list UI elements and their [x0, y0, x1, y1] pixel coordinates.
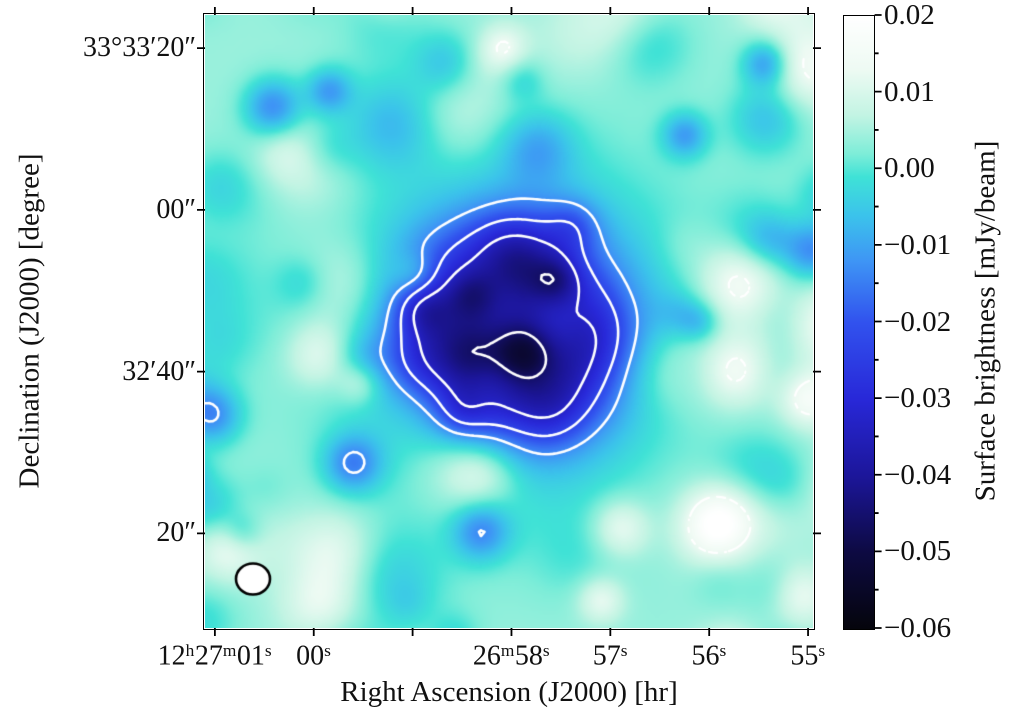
colorbar [843, 15, 875, 630]
y-tick-label: 32′40″ [122, 355, 196, 387]
y-tick-label: 00″ [156, 193, 196, 225]
x-tick-label: 12h27m01s [157, 640, 273, 672]
superscript: s [620, 641, 628, 660]
colorbar-tick-label: −0.01 [884, 228, 952, 261]
x-tick-label: 57s [592, 640, 628, 672]
x-tick-label: 00s [296, 640, 332, 672]
y-tick-label: 33°33′20″ [83, 32, 196, 64]
colorbar-tick-label: 0.01 [884, 75, 935, 108]
superscript: s [264, 641, 273, 660]
x-tick-label: 56s [691, 640, 727, 672]
colorbar-tick-label: −0.05 [884, 535, 952, 568]
superscript: m [500, 641, 515, 660]
x-axis-title: Right Ascension (J2000) [hr] [340, 676, 678, 708]
superscript: h [185, 641, 195, 660]
superscript: m [222, 641, 237, 660]
superscript: s [818, 641, 826, 660]
superscript: s [719, 641, 727, 660]
colorbar-tick-label: −0.03 [884, 382, 952, 415]
colorbar-tick-label: −0.06 [884, 612, 952, 644]
x-tick-label: 26m58s [472, 640, 551, 672]
colorbar-title: Surface brightness [mJy/beam] [969, 140, 1002, 502]
superscript: s [542, 641, 551, 660]
sky-map-canvas [205, 15, 813, 628]
y-tick-label: 20″ [156, 517, 196, 549]
colorbar-tick-label: 0.00 [884, 152, 935, 185]
colorbar-tick-label: −0.04 [884, 458, 952, 491]
colorbar-tick-label: −0.02 [884, 305, 952, 338]
colorbar-tick-label: 0.02 [884, 0, 935, 31]
superscript: s [324, 641, 332, 660]
x-tick-label: 55s [790, 640, 826, 672]
